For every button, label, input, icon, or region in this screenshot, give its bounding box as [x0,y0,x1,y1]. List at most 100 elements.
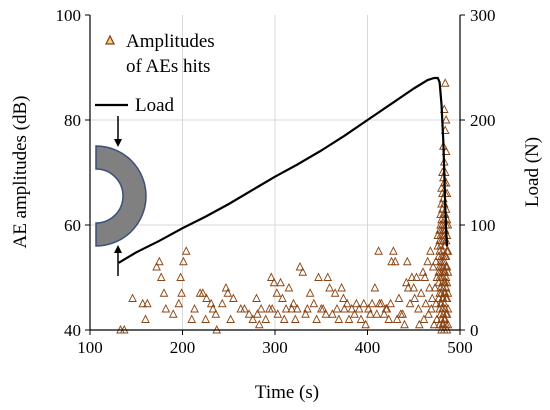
amplitude-point [431,256,441,266]
amplitude-point [382,304,392,313]
amplitude-point [323,272,333,281]
amplitude-point [240,304,249,313]
amplitude-point [361,319,370,329]
amplitude-point [443,304,453,313]
amplitude-point [407,272,417,281]
amplitude-point [432,314,442,323]
amplitude-point [344,314,354,323]
amplitude-point [256,304,266,313]
amplitude-point [356,314,366,323]
amplitude-point [334,314,344,323]
amplitude-point [281,304,291,313]
amplitude-point [273,309,283,318]
amplitude-point [303,304,312,313]
amplitude-point [138,298,148,308]
amplitude-point [394,293,404,302]
amplitude-point [261,314,271,323]
amplitude-point [379,309,389,318]
amplitude-point [339,293,348,302]
amplitude-point [312,314,321,323]
amplitude-point [337,283,346,292]
amplitude-point [161,304,171,313]
amplitude-point [342,298,352,308]
amplitude-point [211,309,221,318]
load-line [118,76,449,264]
amplitude-point [269,277,279,287]
amplitude-point [287,304,296,313]
amplitude-point [340,304,349,313]
amplitude-point [439,256,449,266]
amplitude-point [325,283,334,292]
y-axis-title: AE amplitudes (dB) [10,95,31,248]
amplitude-point [156,272,166,281]
amplitude-point [176,272,185,281]
y-tick-label: 40 [64,321,81,340]
amplitude-point [416,288,426,297]
amplitude-point [429,319,439,329]
amplitude-point [440,78,450,87]
amplitude-point [244,309,254,318]
load-arrowhead-bottom [114,245,122,253]
amplitude-point [221,283,231,292]
legend-label-amplitudes: Amplitudes [126,31,215,52]
amplitude-point [443,319,453,329]
amplitude-point [442,309,452,318]
amplitude-point [248,314,258,323]
amplitude-point [359,298,369,308]
y-tick-label: 100 [56,6,82,25]
amplitude-point [389,246,398,255]
amplitude-point [419,314,429,323]
amplitude-point [177,288,186,297]
amplitude-point [421,298,431,308]
amplitude-point [374,246,383,255]
amplitude-point [305,288,315,297]
amplitude-point [318,304,328,313]
amplitude-point [442,277,452,287]
amplitude-point [143,298,152,308]
amplitude-point [443,246,453,255]
amplitude-point [403,283,413,292]
y2-axis-title: Load (N) [522,137,543,207]
amplitude-point [354,304,364,313]
x-tick-label: 100 [77,338,103,357]
amplitude-point [201,314,210,323]
amplitude-point [128,293,137,302]
amplitude-point [402,256,412,266]
x-tick-label: 200 [170,338,196,357]
x-tick-label: 300 [262,338,288,357]
amplitude-point [267,304,277,313]
amplitude-point [254,319,264,329]
semicircular-specimen [95,145,147,247]
amplitude-point [347,304,357,313]
amplitude-point [365,309,375,318]
load-series [118,76,449,264]
amplitude-point [418,267,428,276]
load-arrowhead-top [114,139,122,147]
amplitude-point [272,288,282,297]
amplitude-point [390,256,400,266]
amplitude-point [279,314,289,323]
amplitude-point [295,262,305,271]
specimen-diagram [95,116,147,276]
amplitude-point [141,314,150,323]
y2-tick-label: 100 [470,216,496,235]
amplitude-point [441,115,451,124]
tick-labels: 100 200 300 400 500 40 60 80 100 0 100 200 300 [56,6,496,357]
amplitude-point [427,293,437,302]
amplitude-point [168,309,178,318]
x-tick-label: 500 [447,338,473,357]
amplitude-point [330,288,340,297]
amplitude-point [174,298,184,308]
amplitude-point [179,256,188,266]
amplitude-point [398,309,407,318]
amplitude-point [414,304,423,313]
amplitude-point [328,309,337,318]
amplitude-point [276,277,285,287]
amplitude-point [253,309,262,318]
amplitude-point [187,314,197,323]
amplitude-point [426,246,435,255]
amplitude-point [350,309,359,318]
amplitude-point [410,293,420,302]
amplitude-point [423,256,432,266]
